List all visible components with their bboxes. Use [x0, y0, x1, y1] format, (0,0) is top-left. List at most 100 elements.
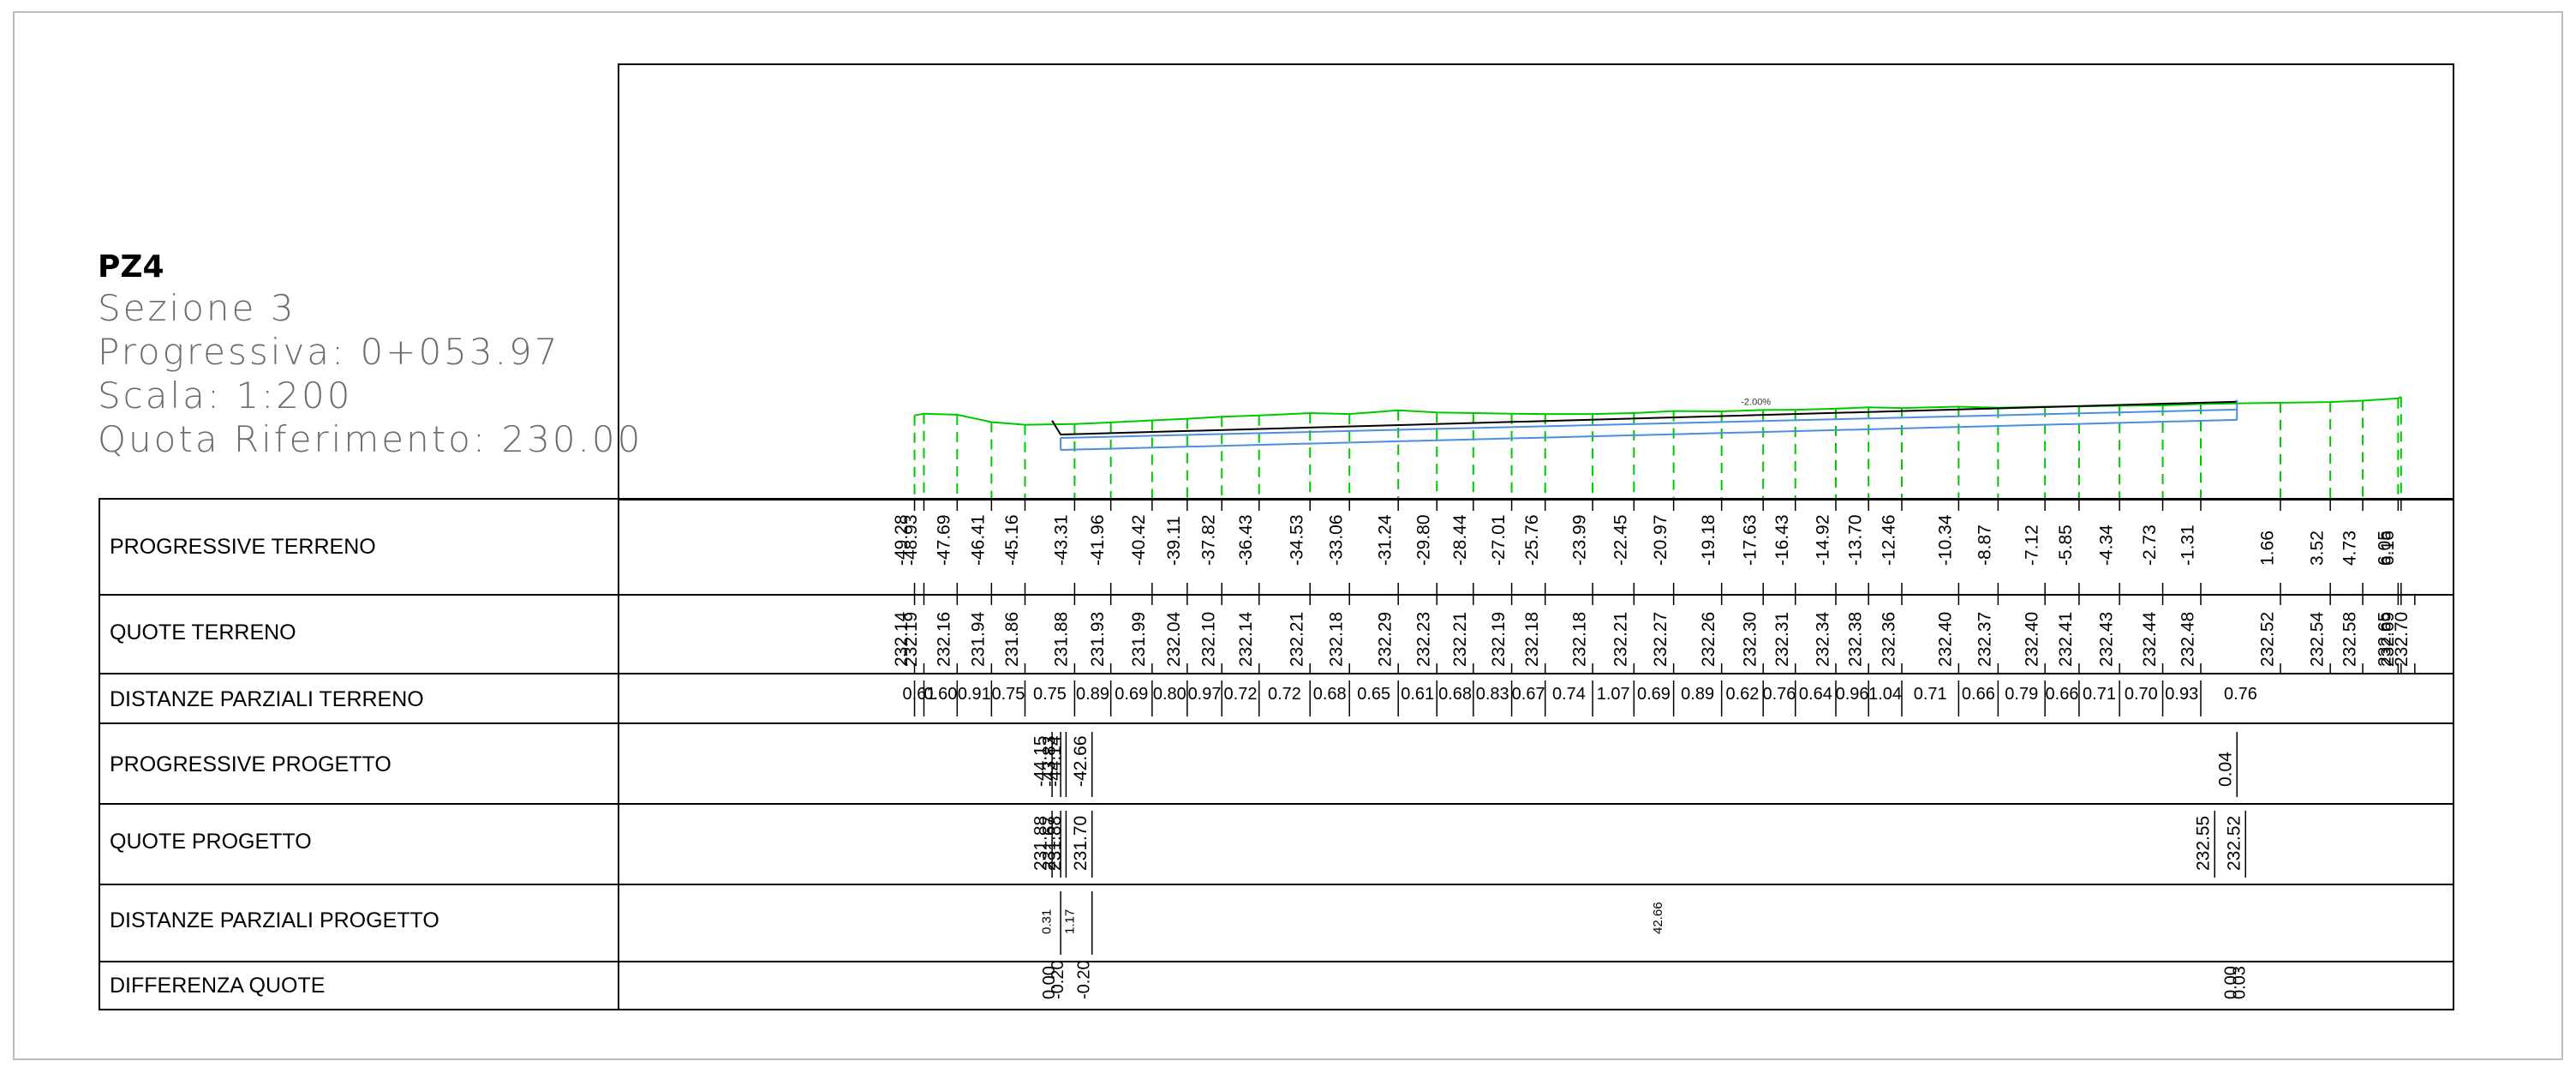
- row-label-distanze-progetto: DISTANZE PARZIALI PROGETTO: [110, 908, 439, 933]
- row-label-differenza-quote: DIFFERENZA QUOTE: [110, 974, 325, 998]
- terrain-progressive-value: -22.45: [1611, 514, 1631, 566]
- terrain-quote-value: 232.29: [1376, 612, 1396, 667]
- terrain-progressive-value: 1.66: [2257, 531, 2277, 566]
- project-distance-value: 1.17: [1063, 909, 1078, 934]
- terrain-distance-value: 0.75: [991, 685, 1025, 704]
- terrain-distance-value: 1.04: [1868, 685, 1902, 704]
- row-label-distanze-terreno: DISTANZE PARZIALI TERRENO: [110, 687, 424, 712]
- terrain-quote-value: 232.18: [1327, 612, 1347, 667]
- terrain-distance-value: 0.96: [1836, 685, 1869, 704]
- terrain-distance-value: 0.97: [1188, 685, 1222, 704]
- terrain-quote-value: 232.21: [1288, 612, 1307, 667]
- terrain-distance-value: 0.68: [1438, 685, 1472, 704]
- terrain-distance-value: 0.75: [1033, 685, 1067, 704]
- terrain-distance-value: 0.68: [1313, 685, 1347, 704]
- project-progressive-value: -43.83: [1039, 735, 1059, 787]
- project-distance-value: 42.66: [1651, 902, 1665, 934]
- terrain-quote-value: 232.18: [1522, 612, 1542, 667]
- terrain-progressive-value: -10.34: [1936, 514, 1956, 566]
- data-table: [99, 499, 2453, 1010]
- terrain-quote-value: 232.18: [1569, 612, 1589, 667]
- section-code: PZ4: [98, 249, 643, 286]
- terrain-distance-value: 0.74: [1552, 685, 1586, 704]
- terrain-quote-value: 232.19: [1489, 612, 1509, 667]
- terrain-quote-value: 232.40: [2022, 612, 2041, 667]
- terrain-quote-value: 232.41: [2056, 612, 2076, 667]
- terrain-quote-value: 232.43: [2097, 612, 2117, 667]
- project-quote-value: 232.52: [2225, 816, 2244, 871]
- terrain-quote-value: 232.23: [1414, 612, 1434, 667]
- table-values: -49.28-48.93 -47.69 -46.41 -45.16 -43.31 -41.…: [892, 514, 2412, 999]
- terrain-progressive-value: -39.11: [1164, 516, 1184, 566]
- terrain-distance-value: 0.66: [1962, 685, 1995, 704]
- terrain-distance-value: 0.93: [2165, 685, 2198, 704]
- terrain-progressive-value: -17.63: [1741, 514, 1760, 566]
- terrain-progressive-value: -4.34: [2097, 525, 2117, 566]
- terrain-progressive-value: 6.16: [2378, 531, 2398, 566]
- terrain-quote-value: 232.30: [1741, 612, 1760, 667]
- terrain-quote-value: 232.04: [1164, 611, 1184, 667]
- terrain-quote-value: 232.48: [2178, 612, 2197, 667]
- terrain-distance-value: 0.76: [2224, 685, 2257, 704]
- terrain-progressive-value: 3.52: [2308, 531, 2328, 566]
- row-label-progressive-progetto: PROGRESSIVE PROGETTO: [110, 752, 391, 777]
- terrain-distance-value: 0.83: [1476, 685, 1509, 704]
- terrain-distance-value: 0.61: [1401, 685, 1434, 704]
- terrain-distance-value: 0.72: [1268, 685, 1301, 704]
- terrain-distance-value: 0.67: [1512, 685, 1545, 704]
- terrain-distance-value: 1.07: [1597, 685, 1630, 704]
- terrain-quote-value: 232.10: [1199, 612, 1219, 667]
- section-name: Sezione 3: [98, 286, 643, 330]
- terrain-progressive-value: -31.24: [1376, 514, 1396, 566]
- terrain-progressive-value: -45.16: [1002, 514, 1022, 566]
- terrain-distance-value: 0.79: [2005, 685, 2038, 704]
- project-quote-value: 231.70: [1071, 816, 1091, 871]
- profile-plot: -2.00%: [915, 397, 2401, 499]
- terrain-quote-value: 232.14: [1236, 611, 1256, 667]
- terrain-progressive-value: -33.06: [1327, 514, 1347, 566]
- terrain-quote-value: 232.38: [1846, 612, 1866, 667]
- terrain-quote-value: 232.26: [1699, 612, 1718, 667]
- difference-value: 0.03: [2230, 966, 2249, 999]
- terrain-progressive-value: -12.46: [1879, 514, 1898, 566]
- slope-label: -2.00%: [1741, 397, 1771, 407]
- table-frame: [99, 499, 2453, 1010]
- terrain-progressive-value: -13.70: [1846, 514, 1866, 566]
- terrain-quote-value: 232.27: [1651, 612, 1671, 667]
- terrain-distance-value: 0.66: [2046, 685, 2079, 704]
- plot-frame: [619, 64, 2453, 500]
- title-block: PZ4 Sezione 3 Progressiva: 0+053.97 Scal…: [98, 249, 643, 461]
- terrain-progressive-value: -14.92: [1813, 514, 1832, 566]
- terrain-distance-value: 0.80: [1153, 685, 1186, 704]
- terrain-progressive-value: -1.31: [2178, 525, 2197, 566]
- terrain-progressive-value: -48.93: [901, 514, 921, 566]
- terrain-quote-value: 231.93: [1088, 612, 1108, 667]
- terrain-distance-value: 0.71: [1914, 685, 1947, 704]
- terrain-quote-value: 231.99: [1129, 612, 1149, 667]
- project-progressive-value: 0.04: [2216, 752, 2236, 787]
- terrain-quote-value: 232.21: [1450, 612, 1470, 667]
- terrain-quote-value: 232.34: [1813, 611, 1832, 667]
- terrain-distance-value: 0.89: [1681, 685, 1714, 704]
- terrain-quote-value: 232.44: [2140, 611, 2160, 667]
- terrain-quote-value: 231.86: [1002, 612, 1022, 667]
- row-label-quote-progetto: QUOTE PROGETTO: [110, 830, 312, 854]
- terrain-progressive-value: -19.18: [1699, 514, 1718, 566]
- terrain-progressive-value: -43.31: [1052, 514, 1072, 566]
- reference-elevation: Quota Riferimento: 230.00: [98, 417, 643, 461]
- scale-label: Scala: 1:200: [98, 374, 643, 417]
- terrain-progressive-value: -20.97: [1651, 514, 1671, 566]
- terrain-progressive-value: -41.96: [1088, 514, 1108, 566]
- terrain-distance-value: 0.70: [2125, 685, 2158, 704]
- terrain-distance-value: 0.62: [1725, 685, 1759, 704]
- terrain-progressive-value: -37.82: [1199, 514, 1219, 566]
- terrain-distance-value: 0.69: [1637, 685, 1671, 704]
- terrain-progressive-value: -46.41: [969, 514, 989, 566]
- terrain-progressive-value: -27.01: [1489, 514, 1509, 566]
- terrain-progressive-value: -28.44: [1450, 514, 1470, 566]
- terrain-quote-value: 231.88: [1052, 612, 1072, 667]
- difference-value: -0.20: [1075, 960, 1094, 999]
- project-quote-value: 232.55: [2194, 816, 2214, 871]
- terrain-distance-value: 0.72: [1224, 685, 1258, 704]
- terrain-quote-value: 232.36: [1879, 612, 1898, 667]
